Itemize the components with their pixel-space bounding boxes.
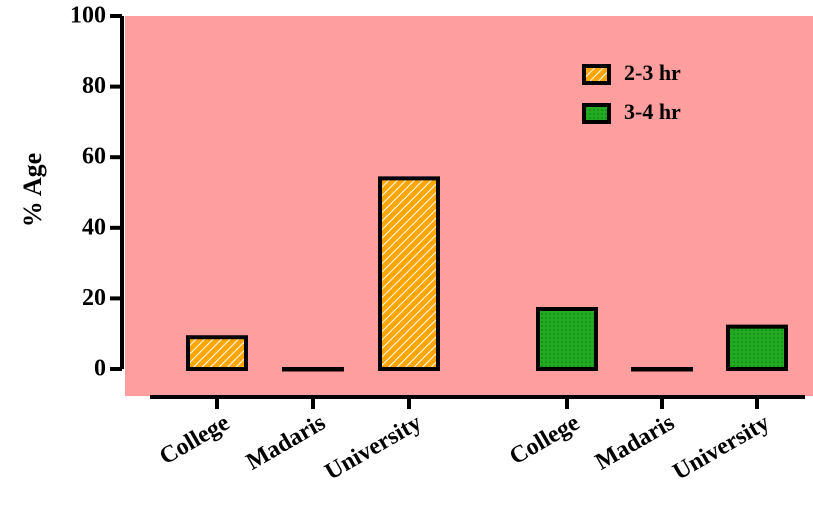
bar-madaris-series-2 — [631, 367, 693, 372]
y-tick-label: 60 — [82, 144, 106, 170]
legend-swatch — [582, 64, 611, 85]
plot-background — [125, 16, 813, 396]
y-axis-label: % Age — [18, 153, 47, 227]
x-tick-label: Madaris — [242, 410, 330, 476]
bars — [186, 176, 788, 372]
x-tick-label: University — [669, 410, 774, 486]
legend-swatch — [582, 103, 611, 124]
bar-madaris-series-1 — [282, 367, 344, 372]
y-tick-label: 0 — [94, 356, 106, 382]
bar-university-series-2 — [726, 324, 788, 372]
legend-label: 3-4 hr — [624, 99, 681, 124]
bar-college-series-1 — [186, 335, 248, 372]
legend-label: 2-3 hr — [624, 60, 681, 85]
y-axis: 0 20 40 60 80 100 — [70, 3, 124, 382]
x-tick-label: University — [321, 410, 426, 486]
legend: 2-3 hr 3-4 hr — [582, 60, 681, 124]
x-tick-label: Madaris — [591, 410, 679, 476]
bar-college-series-2 — [536, 306, 598, 371]
y-tick-label: 40 — [82, 214, 106, 240]
bar-university-series-1 — [378, 176, 440, 371]
x-tick-label: College — [155, 410, 234, 471]
y-tick-label: 100 — [70, 3, 106, 29]
y-tick-label: 80 — [82, 73, 106, 99]
y-tick-label: 20 — [82, 285, 106, 311]
x-tick-label: College — [505, 410, 584, 471]
